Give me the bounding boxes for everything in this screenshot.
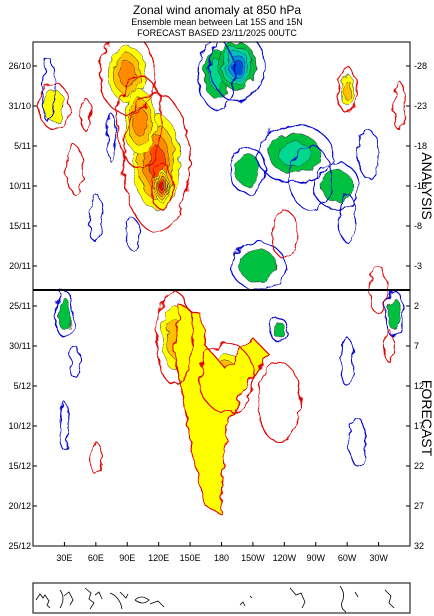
- westerly-anomaly-contour: [150, 162, 174, 210]
- weak-anomaly-contour: [65, 145, 84, 195]
- westerly-anomaly-level-3: [132, 107, 148, 137]
- y-tick-label-left: 15/12: [8, 461, 31, 471]
- weak-anomaly-contour: [90, 441, 102, 475]
- westerly-anomaly-contour: [116, 74, 164, 170]
- weak-anomaly-contour: [89, 193, 103, 243]
- y-tick-label-right: -23: [414, 101, 427, 111]
- y-tick-label-right: -8: [414, 221, 422, 231]
- y-tick-label-left: 20/12: [8, 501, 31, 511]
- weak-anomaly-contour: [348, 417, 367, 467]
- y-tick-label-left: 5/12: [13, 381, 31, 391]
- easterly-anomaly-contour: [269, 317, 289, 343]
- forecast-label: FORECAST: [419, 380, 434, 457]
- x-tick-label: 120W: [273, 553, 297, 563]
- map-coastline-icon: [35, 585, 395, 613]
- weak-anomaly-contour: [289, 145, 333, 211]
- westerly-anomaly-level-3: [118, 61, 136, 87]
- y-tick-label-right: -3: [414, 261, 422, 271]
- x-tick-label: 150E: [180, 553, 201, 563]
- x-tick-label: 150W: [241, 553, 265, 563]
- chart-subtitle-forecast: FORECAST BASED 23/11/2025 00UTC: [137, 28, 297, 38]
- y-tick-label-left: 25/12: [8, 541, 31, 551]
- y-tick-label-right: 2: [414, 301, 419, 311]
- westerly-anomaly-contour: [337, 66, 357, 114]
- y-tick-label-right: 22: [414, 461, 424, 471]
- y-tick-label-left: 10/11: [9, 181, 31, 191]
- weak-anomaly-contour: [41, 57, 56, 123]
- easterly-anomaly-contour: [197, 42, 236, 110]
- easterly-anomaly-contour: [209, 42, 266, 102]
- easterly-anomaly-level-1: [387, 297, 401, 331]
- weak-anomaly-contour: [69, 345, 81, 379]
- weak-anomaly-contour: [59, 401, 70, 451]
- easterly-anomaly-level-1: [239, 249, 278, 283]
- easterly-anomaly-level-2: [278, 141, 312, 167]
- y-tick-label-right: 32: [414, 541, 424, 551]
- x-tick-label: 60W: [338, 553, 357, 563]
- x-tick-label: 90E: [119, 553, 135, 563]
- westerly-anomaly-contour: [155, 291, 194, 386]
- weak-anomaly-contour: [106, 113, 117, 163]
- y-tick-label-right: 27: [414, 501, 424, 511]
- westerly-anomaly-contour: [99, 42, 156, 116]
- x-tick-label: 30W: [369, 553, 388, 563]
- westerly-anomaly-contour: [122, 91, 191, 233]
- weak-anomaly-contour: [125, 217, 140, 251]
- y-tick-label-left: 26/10: [8, 61, 31, 71]
- westerly-anomaly-level-5: [159, 181, 165, 191]
- x-tick-label: 180: [214, 553, 229, 563]
- chart-title: Zonal wind anomaly at 850 hPa: [132, 3, 302, 17]
- y-tick-label-right: 12: [414, 381, 424, 391]
- anomaly-fill-layer: [43, 42, 401, 515]
- easterly-anomaly-level-1: [57, 297, 71, 331]
- y-tick-label-left: 30/11: [9, 341, 31, 351]
- y-axis-left: 26/10 31/10 5/11 10/11 15/11 20/11 25/11 30/11 5…: [8, 61, 37, 551]
- easterly-anomaly-level-1: [320, 169, 353, 203]
- chart-subtitle-lat: Ensemble mean between Lat 15S and 15N: [131, 17, 303, 27]
- easterly-anomaly-contour: [313, 162, 361, 210]
- westerly-anomaly-contour: [38, 82, 70, 130]
- x-tick-label: 90W: [306, 553, 325, 563]
- anomaly-contour-layer: [38, 42, 407, 515]
- map-strip: [32, 582, 411, 614]
- x-axis: 30E 60E 90E 120E 150E 180 150W 120W 90W 60W 30W: [56, 542, 388, 563]
- y-tick-label-right: 7: [414, 341, 419, 351]
- weak-anomaly-contour: [79, 97, 92, 131]
- y-tick-label-left: 31/10: [8, 101, 31, 111]
- y-tick-label-left: 10/12: [8, 421, 31, 431]
- x-tick-label: 60E: [88, 553, 104, 563]
- y-tick-label-left: 25/11: [9, 301, 31, 311]
- weak-anomaly-contour: [384, 329, 394, 363]
- weak-anomaly-contour: [392, 81, 407, 131]
- y-tick-label-left: 20/11: [9, 261, 31, 271]
- weak-anomaly-contour: [340, 337, 354, 387]
- westerly-anomaly-contour: [198, 342, 255, 414]
- easterly-anomaly-level-1: [272, 321, 286, 339]
- westerly-anomaly-level-2: [343, 79, 352, 101]
- y-tick-label-left: 15/11: [9, 221, 31, 231]
- y-tick-label-right: -13: [414, 181, 427, 191]
- y-tick-label-right: 17: [414, 421, 424, 431]
- weak-anomaly-contour: [257, 361, 301, 443]
- weak-anomaly-contour: [357, 129, 380, 179]
- analysis-label: ANALYSIS: [419, 152, 434, 219]
- forecast-westerly-contour: [173, 305, 270, 515]
- y-tick-label-right: -18: [414, 141, 427, 151]
- x-tick-label: 30E: [56, 553, 72, 563]
- y-tick-label-right: -28: [414, 61, 427, 71]
- weak-anomaly-contour: [271, 209, 298, 259]
- easterly-anomaly-contour: [228, 146, 267, 194]
- x-tick-label: 120E: [148, 553, 169, 563]
- easterly-anomaly-contour: [256, 124, 334, 184]
- easterly-anomaly-level-1: [234, 153, 261, 187]
- weak-anomaly-contour: [338, 193, 357, 243]
- y-tick-label-left: 5/11: [14, 141, 31, 151]
